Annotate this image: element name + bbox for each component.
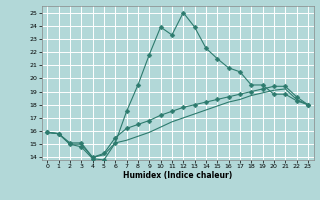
X-axis label: Humidex (Indice chaleur): Humidex (Indice chaleur) [123,171,232,180]
